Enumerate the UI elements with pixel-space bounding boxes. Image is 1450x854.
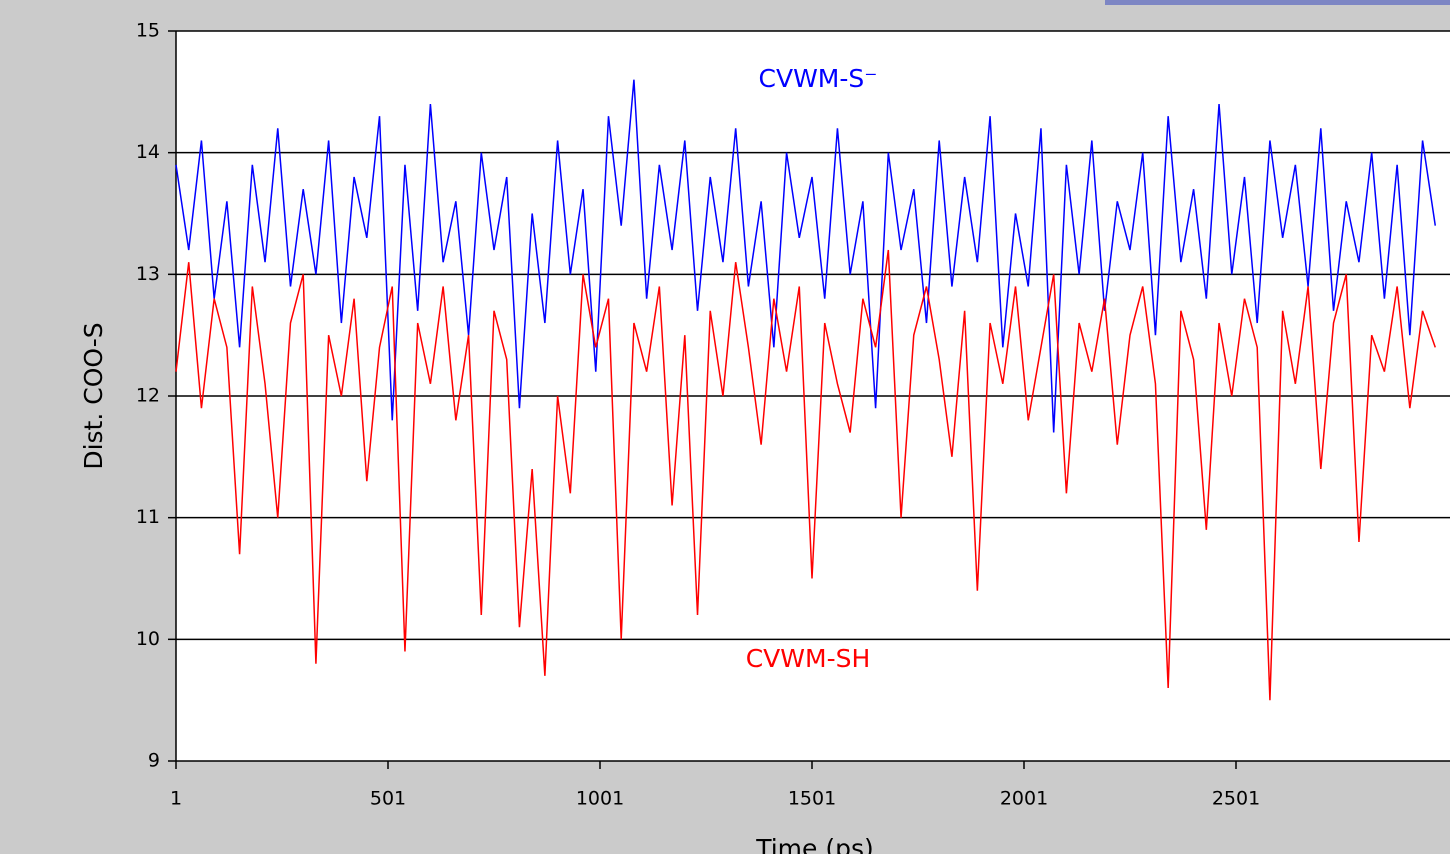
y-tick-label: 10 <box>136 628 160 650</box>
x-tick-label: 2001 <box>1000 788 1048 810</box>
series-line <box>175 79 1437 433</box>
x-tick-label: 1501 <box>788 788 836 810</box>
corner-image <box>1105 0 1450 5</box>
y-tick-label: 14 <box>136 141 160 163</box>
y-tick-label: 11 <box>136 506 160 528</box>
x-tick-label: 501 <box>370 788 406 810</box>
y-tick-label: 15 <box>136 20 160 42</box>
series-line <box>175 249 1436 701</box>
x-axis-label: Time (ps) <box>755 834 874 854</box>
series-annotation: CVWM-S⁻ <box>759 64 878 93</box>
y-axis-label: Dist. COO-S <box>79 322 108 469</box>
y-tick-label: 9 <box>148 750 160 772</box>
x-tick-label: 1 <box>170 788 182 810</box>
y-tick-label: 13 <box>136 263 160 285</box>
series-annotation: CVWM-SH <box>746 644 871 673</box>
x-tick-label: 1001 <box>576 788 624 810</box>
y-tick-label: 12 <box>136 385 160 407</box>
x-tick-label: 2501 <box>1212 788 1260 810</box>
